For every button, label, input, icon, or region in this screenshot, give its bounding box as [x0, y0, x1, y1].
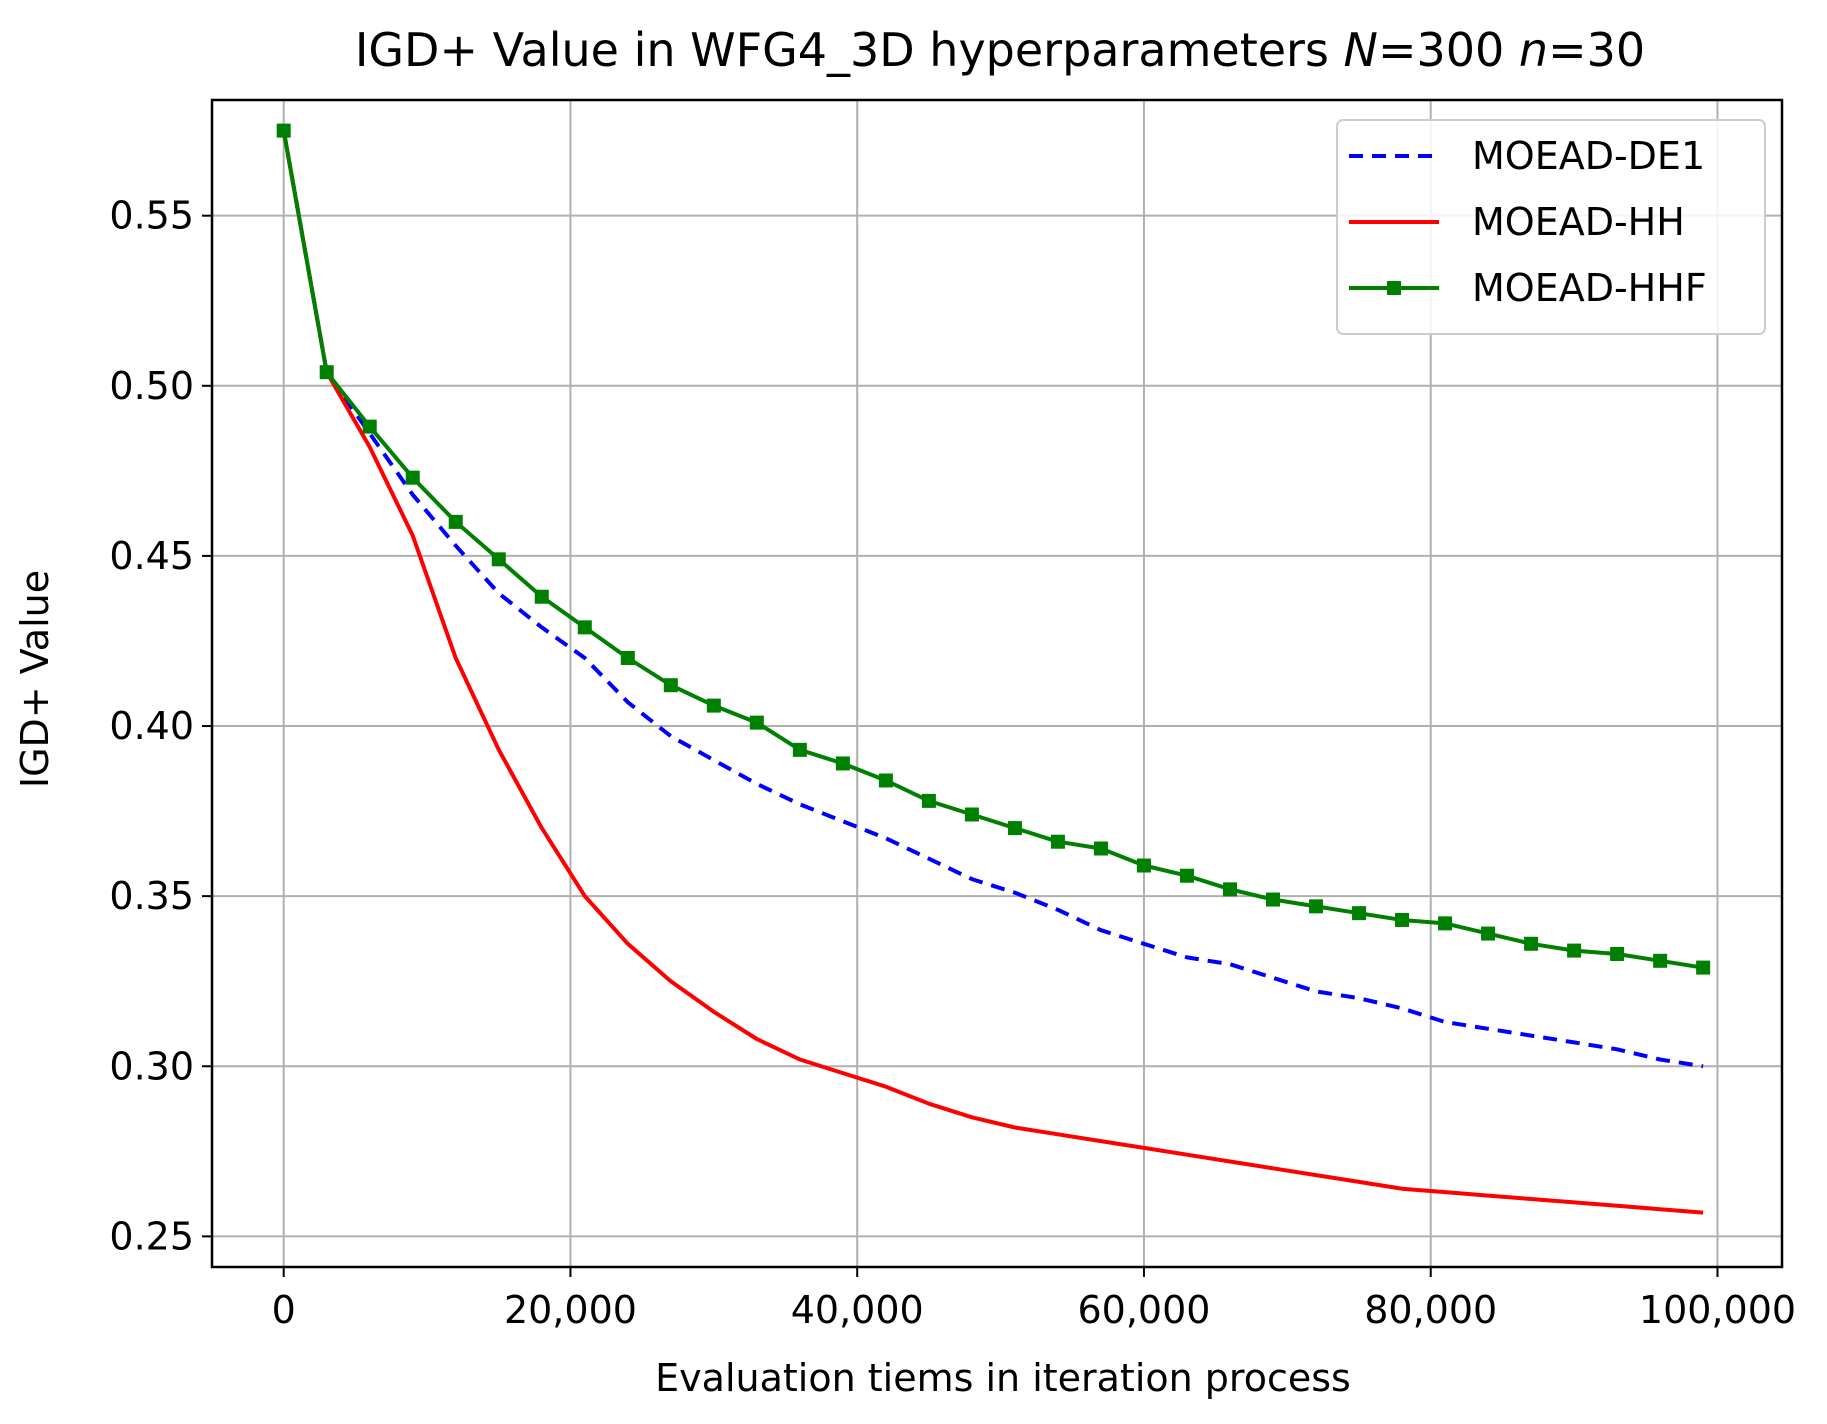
y-tick-label: 0.30 — [109, 1044, 194, 1088]
legend-label-moead-hhf: MOEAD-HHF — [1472, 266, 1707, 310]
title-part: n — [1519, 23, 1548, 77]
data-point-moead-hhf — [1395, 912, 1410, 927]
legend-label-moead-de1: MOEAD-DE1 — [1472, 134, 1705, 178]
data-point-moead-hhf — [620, 650, 635, 665]
data-point-moead-hhf — [706, 698, 721, 713]
x-tick-label: 100,000 — [1639, 1288, 1796, 1332]
data-point-moead-hhf — [319, 365, 334, 380]
title-part: N — [1344, 23, 1378, 77]
data-point-moead-hhf — [1136, 858, 1151, 873]
data-point-moead-hhf — [1696, 960, 1711, 975]
data-point-moead-hhf — [663, 678, 678, 693]
data-point-moead-hhf — [362, 419, 377, 434]
y-axis-label: IGD+ Value — [13, 570, 57, 788]
data-point-moead-hhf — [405, 470, 420, 485]
title-part: =300 — [1378, 23, 1519, 77]
y-tick-label: 0.40 — [109, 704, 194, 748]
data-point-moead-hhf — [835, 756, 850, 771]
chart-title: IGD+ Value in WFG4_3D hyperparameters N=… — [355, 23, 1645, 77]
y-tick-label: 0.25 — [109, 1214, 194, 1258]
data-point-moead-hhf — [1610, 946, 1625, 961]
data-point-moead-hhf — [491, 552, 506, 567]
plot-frame — [210, 98, 1784, 1269]
data-point-moead-hhf — [1567, 943, 1582, 958]
x-axis-label: Evaluation tiems in iteration process — [655, 1356, 1351, 1400]
data-point-moead-hhf — [1438, 916, 1453, 931]
data-point-moead-hhf — [534, 589, 549, 604]
data-point-moead-hhf — [921, 793, 936, 808]
data-point-moead-hhf — [878, 773, 893, 788]
legend: MOEAD-DE1 MOEAD-HH MOEAD-HHF — [1336, 119, 1766, 335]
data-point-moead-hhf — [1093, 841, 1108, 856]
x-tick-label: 40,000 — [791, 1288, 924, 1332]
data-point-moead-hhf — [1309, 899, 1324, 914]
series-layer — [276, 123, 1711, 1215]
data-point-moead-hhf — [577, 620, 592, 635]
x-tick-label: 20,000 — [504, 1288, 637, 1332]
data-point-moead-hhf — [1050, 834, 1065, 849]
legend-label-moead-hh: MOEAD-HH — [1472, 200, 1685, 244]
data-point-moead-hhf — [1179, 868, 1194, 883]
x-tick-label: 60,000 — [1077, 1288, 1210, 1332]
legend-marker-moead-hhf — [1387, 281, 1401, 295]
data-point-moead-hhf — [1352, 906, 1367, 921]
data-point-moead-hhf — [792, 742, 807, 757]
title-part: =30 — [1548, 23, 1645, 77]
data-point-moead-hhf — [1653, 953, 1668, 968]
data-point-moead-hhf — [1266, 892, 1281, 907]
series-line-moead-de1 — [281, 130, 1704, 1069]
data-point-moead-hhf — [964, 807, 979, 822]
data-point-moead-hhf — [1481, 926, 1496, 941]
series-line-moead-hhf — [281, 130, 1704, 970]
ticks: 0 20,000 40,000 60,000 80,000 100,000 0.25 0.30… — [109, 194, 1796, 1332]
y-tick-label: 0.50 — [109, 364, 194, 408]
data-point-moead-hhf — [749, 715, 764, 730]
x-tick-label: 0 — [272, 1288, 296, 1332]
y-tick-label: 0.45 — [109, 534, 194, 578]
series-line-moead-hh — [281, 130, 1704, 1215]
data-point-moead-hhf — [1007, 821, 1022, 836]
y-tick-label: 0.55 — [109, 194, 194, 238]
x-tick-label: 80,000 — [1364, 1288, 1497, 1332]
y-tick-label: 0.35 — [109, 874, 194, 918]
legend-box — [1336, 119, 1766, 335]
data-point-moead-hhf — [1524, 936, 1539, 951]
data-point-moead-hhf — [276, 123, 291, 138]
title-part: IGD+ Value in WFG4_3D hyperparameters — [355, 23, 1344, 77]
data-point-moead-hhf — [448, 514, 463, 529]
data-point-moead-hhf — [1222, 882, 1237, 897]
